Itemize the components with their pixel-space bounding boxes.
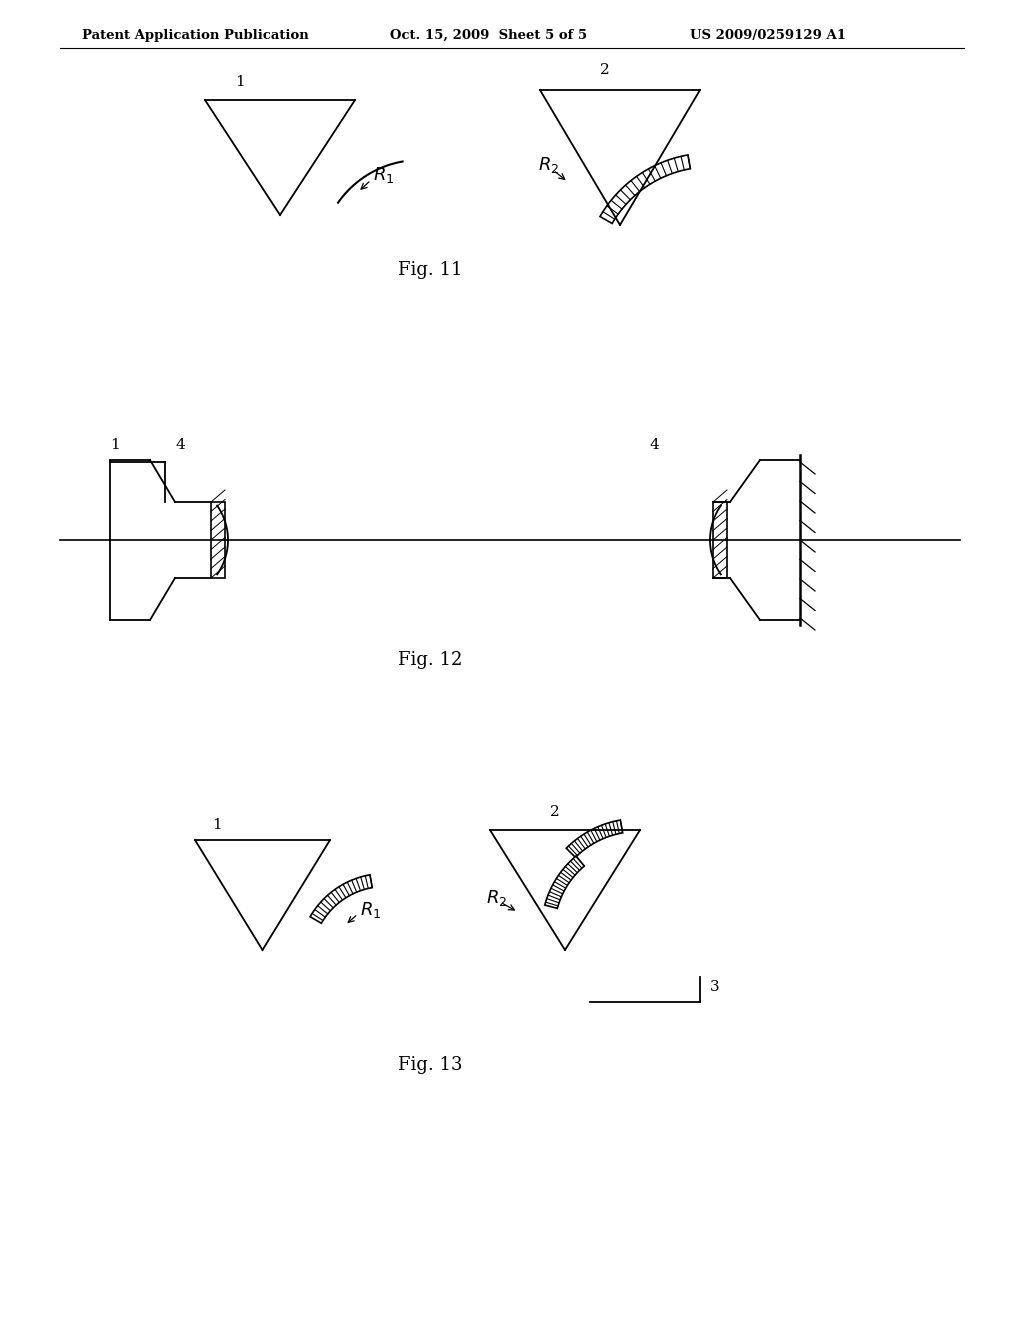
Text: 1: 1: [110, 438, 120, 451]
Polygon shape: [310, 875, 373, 923]
Text: 2: 2: [600, 63, 610, 77]
Text: 4: 4: [650, 438, 659, 451]
Text: 1: 1: [213, 818, 222, 832]
Text: $R_1$: $R_1$: [360, 900, 381, 920]
Polygon shape: [600, 154, 690, 223]
Text: US 2009/0259129 A1: US 2009/0259129 A1: [690, 29, 846, 41]
Text: $R_2$: $R_2$: [538, 154, 559, 176]
Text: 2: 2: [550, 805, 560, 818]
Polygon shape: [713, 502, 727, 578]
Text: Fig. 11: Fig. 11: [397, 261, 462, 279]
Text: 3: 3: [710, 979, 720, 994]
Text: Fig. 12: Fig. 12: [397, 651, 462, 669]
Text: Oct. 15, 2009  Sheet 5 of 5: Oct. 15, 2009 Sheet 5 of 5: [390, 29, 587, 41]
Polygon shape: [545, 857, 585, 908]
Text: $R_1$: $R_1$: [373, 165, 394, 185]
Polygon shape: [566, 820, 623, 858]
Text: Fig. 13: Fig. 13: [397, 1056, 462, 1074]
Text: Patent Application Publication: Patent Application Publication: [82, 29, 309, 41]
Text: 1: 1: [236, 75, 245, 88]
Polygon shape: [211, 502, 225, 578]
Text: 4: 4: [175, 438, 184, 451]
Text: $R_2$: $R_2$: [486, 888, 507, 908]
